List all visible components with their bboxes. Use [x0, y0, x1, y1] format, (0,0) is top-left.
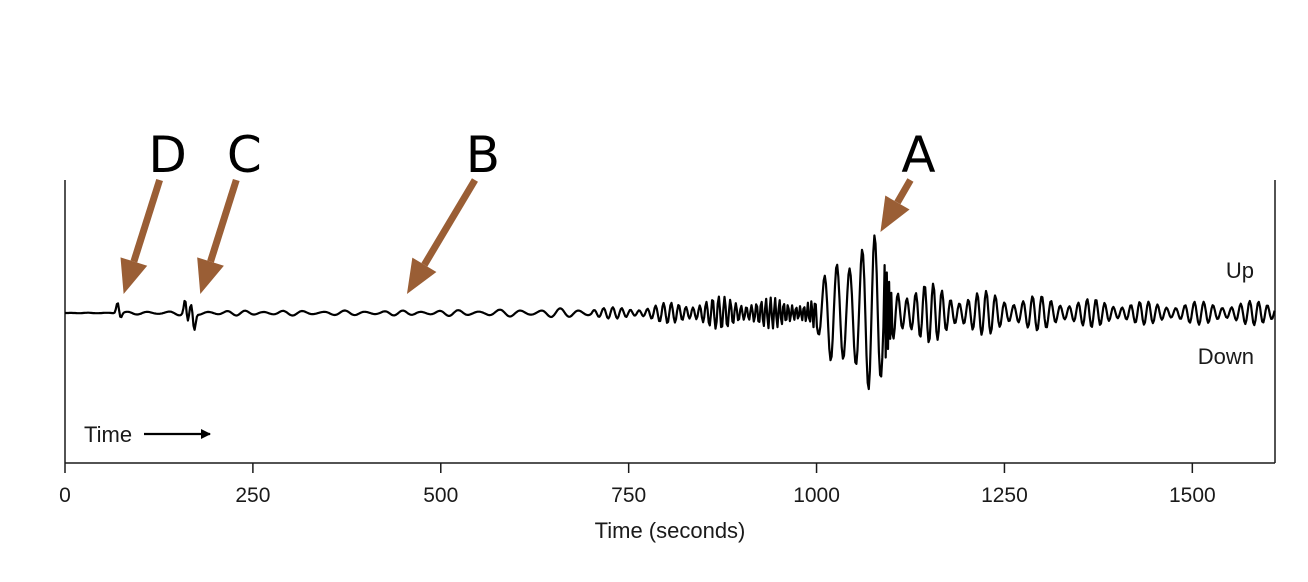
x-tick-label-0: 0 — [59, 484, 71, 507]
x-tick-label-1500: 1500 — [1169, 484, 1216, 507]
marker-b: B — [406, 126, 500, 294]
marker-b-arrow-shaft — [421, 178, 478, 267]
down-label: Down — [1198, 344, 1254, 369]
marker-c-arrow-shaft — [207, 178, 240, 263]
marker-a: A — [880, 126, 936, 232]
marker-a-label: A — [901, 126, 935, 184]
marker-b-arrow-head — [406, 257, 437, 294]
marker-d-label: D — [148, 126, 187, 184]
marker-d-arrow-shaft — [130, 178, 163, 263]
time-arrow-label: Time — [84, 422, 132, 447]
x-tick-label-750: 750 — [611, 484, 646, 507]
marker-c: C — [197, 126, 262, 294]
seismogram-trace — [65, 234, 1276, 391]
marker-d-arrow-head — [120, 257, 148, 294]
up-label: Up — [1226, 258, 1254, 283]
x-axis-ticks: 0 250 500 750 1000 1250 1500 — [59, 463, 1216, 507]
x-tick-label-1000: 1000 — [793, 484, 840, 507]
x-axis-title: Time (seconds) — [595, 518, 746, 543]
marker-c-arrow-head — [197, 257, 224, 294]
marker-c-label: C — [227, 126, 262, 184]
x-tick-label-250: 250 — [235, 484, 270, 507]
marker-d: D — [120, 126, 187, 294]
x-tick-label-500: 500 — [423, 484, 458, 507]
marker-b-label: B — [466, 126, 500, 184]
marker-a-arrow-head — [880, 195, 910, 232]
x-tick-label-1250: 1250 — [981, 484, 1028, 507]
marker-a-arrow-shaft — [894, 178, 914, 205]
